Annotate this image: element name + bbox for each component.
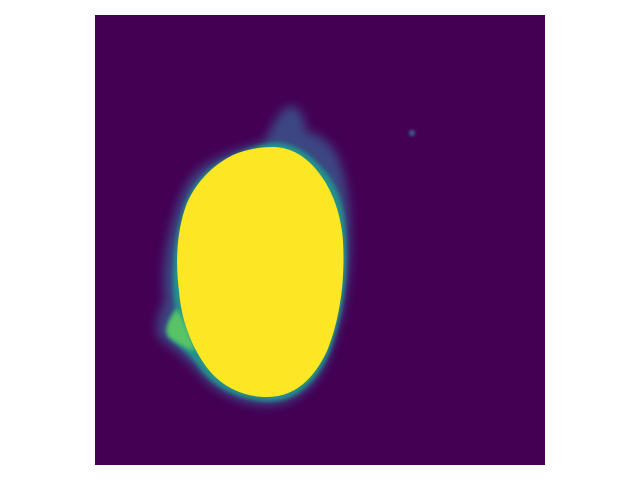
mask-speck — [408, 129, 416, 137]
mask-edge-lobe — [166, 309, 195, 351]
segmentation-mask-image — [95, 15, 545, 465]
mask-core-region — [177, 147, 344, 397]
